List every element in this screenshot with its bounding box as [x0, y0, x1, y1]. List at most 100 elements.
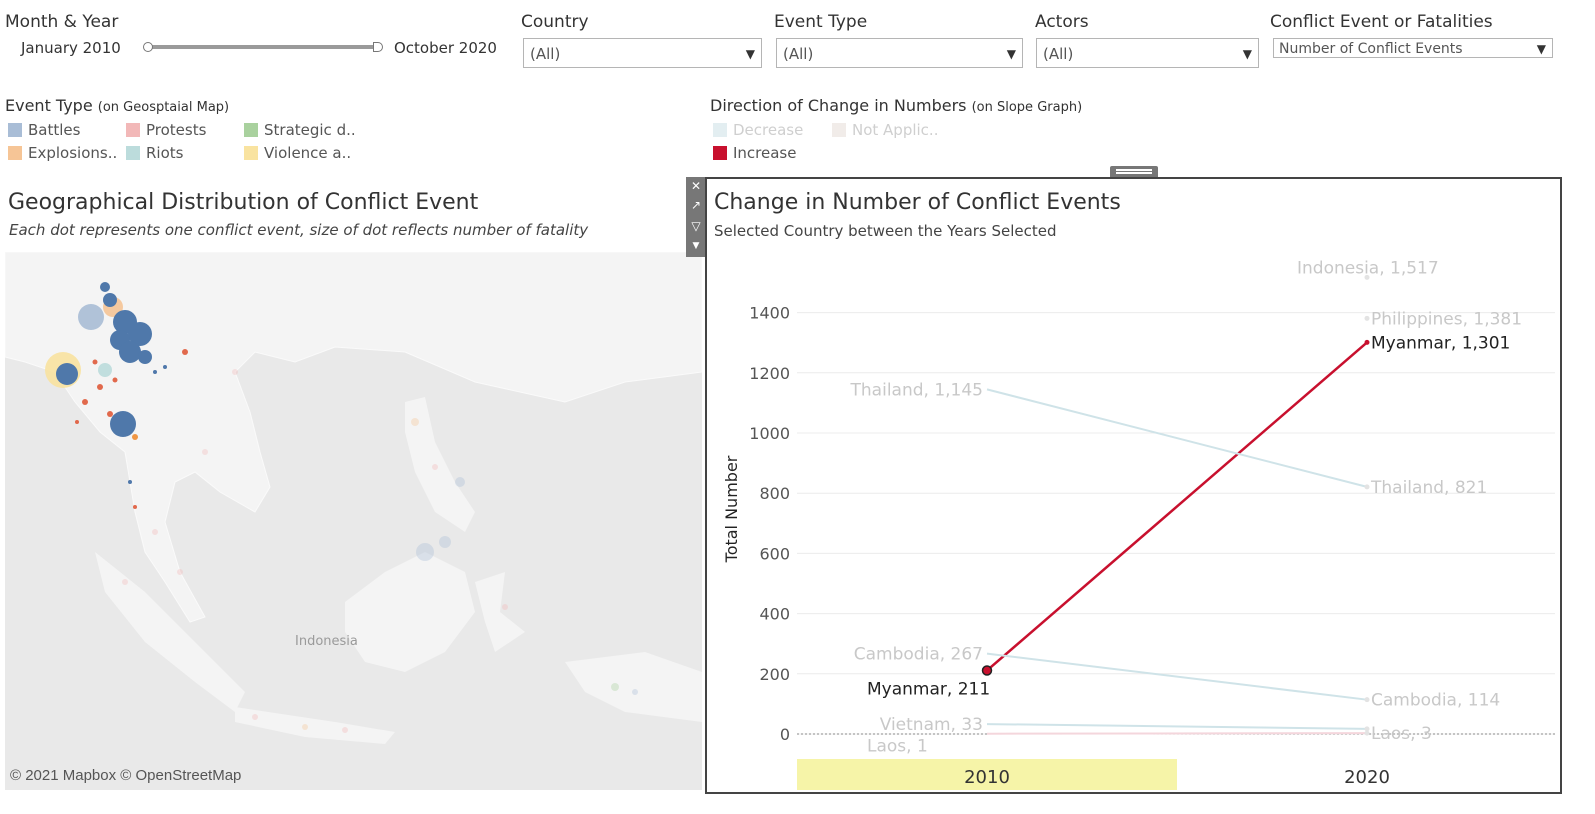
point-2020-indonesia [1364, 274, 1370, 280]
swatch [8, 123, 22, 137]
slider-end-label: October 2020 [394, 39, 497, 57]
series-line-cambodia [986, 652, 1368, 701]
actors-filter-title: Actors [1035, 12, 1089, 32]
chevron-down-icon: ▼ [1006, 47, 1016, 61]
start-label-laos: Laos, 1 [867, 737, 928, 757]
series-line-thailand [986, 388, 1368, 488]
point-2020-cambodia [1364, 697, 1370, 703]
map-subtitle: Each dot represents one conflict event, … [9, 221, 589, 239]
swatch [832, 123, 846, 137]
legend-label: Strategic d.. [264, 121, 356, 139]
swatch [244, 123, 258, 137]
slider-start-handle[interactable] [143, 42, 153, 52]
legend-label: Violence a.. [264, 144, 352, 162]
legend-label: Protests [146, 121, 207, 139]
map-attribution: © 2021 Mapbox © OpenStreetMap [10, 767, 242, 784]
chevron-down-icon: ▼ [1242, 47, 1252, 61]
legend-item-riots[interactable]: Riots [126, 144, 183, 162]
swatch [244, 146, 258, 160]
start-label-thailand: Thailand, 1,145 [850, 380, 983, 400]
series-line-myanmar [986, 341, 1368, 672]
slope-chart[interactable]: 0 200 400 600 800 1000 1200 1400 Total Number 201… [707, 179, 1560, 792]
y-tick-label: 1200 [749, 364, 790, 383]
x-tick-label: 2020 [1344, 767, 1390, 788]
panel-toolbar: ✕ ↗ ▽ ▼ [686, 177, 706, 257]
legend-item-not-applicable[interactable]: Not Applic.. [832, 121, 938, 139]
y-tick-label: 600 [759, 544, 790, 563]
legend-title-text: Direction of Change in Numbers [710, 96, 967, 115]
map-place-label-indonesia: Indonesia [295, 634, 358, 649]
legend-label: Decrease [733, 121, 804, 139]
series-line-laos [986, 732, 1368, 735]
filter-icon[interactable]: ▽ [691, 219, 701, 233]
legend-item-battles[interactable]: Battles [8, 121, 80, 139]
point-2020-philippines [1364, 315, 1370, 321]
slope-subtitle: Selected Country between the Years Selec… [714, 222, 1057, 240]
legend-label: Increase [733, 144, 797, 162]
y-axis-title: Total Number [722, 455, 741, 563]
point-2020-laos [1364, 730, 1370, 736]
slope-title: Change in Number of Conflict Events [714, 190, 1121, 215]
highlight-2010 [797, 759, 1177, 790]
legend-label: Explosions.. [28, 144, 118, 162]
end-label-philippines: Philippines, 1,381 [1371, 309, 1522, 329]
end-label-indonesia: Indonesia, 1,517 [1297, 258, 1439, 278]
legend-item-decrease[interactable]: Decrease [713, 121, 803, 139]
y-tick-label: 1000 [749, 424, 790, 443]
measure-dropdown[interactable]: Number of Conflict Events ▼ [1273, 38, 1553, 58]
country-dropdown[interactable]: (All) ▼ [523, 38, 762, 68]
start-label-cambodia: Cambodia, 267 [854, 645, 983, 665]
y-tick-label: 0 [780, 725, 790, 744]
legend-item-violence[interactable]: Violence a.. [244, 144, 351, 162]
legend-label: Riots [146, 144, 184, 162]
country-filter-title: Country [521, 12, 589, 32]
end-label-thailand: Thailand, 821 [1370, 478, 1487, 498]
dropdown-icon[interactable]: ▼ [692, 241, 700, 251]
swatch [126, 146, 140, 160]
measure-dropdown-value: Number of Conflict Events [1279, 41, 1463, 57]
event-type-legend-title: Event Type (on Geosptaial Map) [5, 96, 229, 115]
legend-item-increase[interactable]: Increase [713, 144, 796, 162]
y-tick-label: 800 [759, 484, 790, 503]
slider-start-label: January 2010 [21, 39, 121, 57]
event-type-filter-title: Event Type [774, 12, 868, 32]
external-link-icon[interactable]: ↗ [690, 198, 702, 212]
date-range-slider[interactable] [143, 42, 383, 52]
actors-dropdown[interactable]: (All) ▼ [1036, 38, 1259, 68]
legend-item-explosions[interactable]: Explosions.. [8, 144, 117, 162]
slope-graph-panel[interactable] [705, 177, 1562, 794]
y-tick-label: 1400 [749, 304, 790, 323]
event-type-dropdown[interactable]: (All) ▼ [776, 38, 1023, 68]
resize-handle[interactable] [1110, 166, 1158, 177]
point-2010-myanmar [981, 665, 993, 676]
point-2020-vietnam [1364, 726, 1370, 732]
swatch [126, 123, 140, 137]
chevron-down-icon: ▼ [1536, 42, 1546, 56]
map-title: Geographical Distribution of Conflict Ev… [8, 190, 479, 215]
swatch [713, 123, 727, 137]
map-canvas[interactable]: Indonesia [5, 252, 702, 790]
country-dropdown-value: (All) [530, 45, 561, 63]
end-label-myanmar: Myanmar, 1,301 [1371, 333, 1510, 353]
legend-item-protests[interactable]: Protests [126, 121, 206, 139]
geo-map[interactable]: Indonesia [5, 252, 702, 790]
measure-filter-title: Conflict Event or Fatalities [1270, 12, 1493, 32]
legend-item-strategic[interactable]: Strategic d.. [244, 121, 356, 139]
direction-legend-title: Direction of Change in Numbers (on Slope… [710, 96, 1082, 115]
legend-label: Battles [28, 121, 81, 139]
swatch [8, 146, 22, 160]
y-tick-label: 400 [759, 605, 790, 624]
event-type-dropdown-value: (All) [783, 45, 814, 63]
start-label-myanmar: Myanmar, 211 [867, 679, 990, 699]
point-2020-thailand [1364, 484, 1370, 490]
series-line-vietnam [986, 723, 1368, 730]
legend-subtitle-text: (on Slope Graph) [971, 100, 1083, 115]
legend-subtitle-text: (on Geosptaial Map) [97, 100, 230, 115]
close-icon[interactable]: ✕ [690, 179, 702, 193]
actors-dropdown-value: (All) [1043, 45, 1074, 63]
x-tick-label: 2010 [964, 767, 1010, 788]
slider-end-handle[interactable] [373, 42, 383, 52]
swatch [713, 146, 727, 160]
point-2020-myanmar [1364, 339, 1370, 345]
month-year-filter-title: Month & Year [5, 12, 119, 32]
